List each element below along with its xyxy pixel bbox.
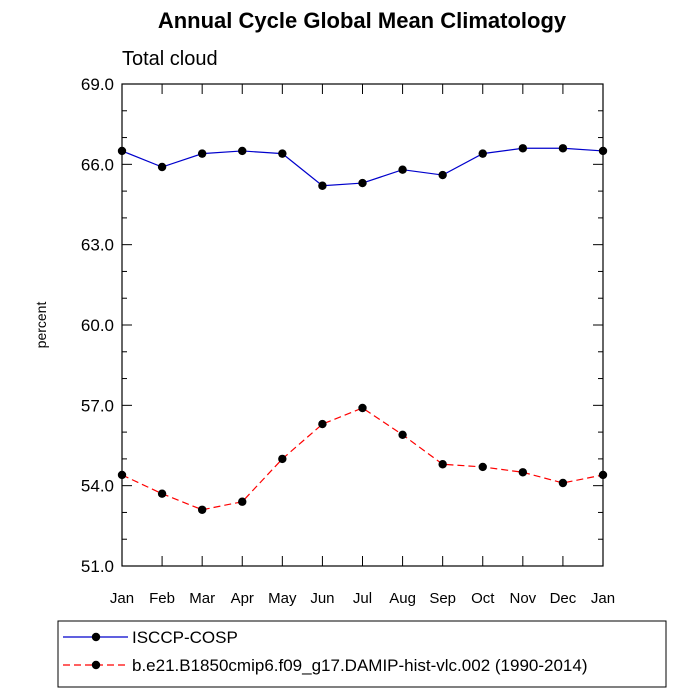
data-point	[238, 497, 247, 506]
data-point	[157, 162, 167, 172]
data-point	[558, 144, 568, 153]
data-point	[238, 146, 247, 156]
chart-title: Annual Cycle Global Mean Climatology	[157, 8, 567, 33]
x-tick-label: Jan	[110, 590, 134, 607]
y-tick-label: 63.0	[81, 236, 114, 255]
data-point	[278, 454, 287, 464]
data-point	[318, 181, 327, 190]
chart-subtitle: Total cloud	[122, 48, 218, 70]
y-tick-label: 60.0	[81, 316, 114, 335]
x-tick-label: Dec	[550, 590, 577, 607]
data-point	[478, 462, 487, 472]
y-tick-label: 57.0	[81, 396, 114, 415]
x-tick-label: Nov	[509, 590, 536, 607]
data-point	[518, 468, 528, 477]
legend-marker	[91, 632, 101, 642]
legend-label: b.e21.B1850cmip6.f09_g17.DAMIP-hist-vlc.…	[132, 656, 588, 675]
y-tick-label: 69.0	[81, 75, 114, 94]
plot-series	[117, 144, 608, 514]
data-point	[117, 470, 127, 480]
data-point	[478, 149, 487, 158]
legend-box	[57, 620, 667, 688]
x-tick-label: Sep	[429, 590, 456, 607]
data-point	[438, 170, 447, 180]
data-point	[398, 430, 407, 439]
data-point	[358, 403, 367, 413]
y-tick-label: 66.0	[81, 155, 114, 174]
data-point	[117, 146, 127, 156]
x-tick-label: Mar	[189, 590, 215, 607]
legend: ISCCP-COSP b.e21.B1850cmip6.f09_g17.DAMIP…	[57, 620, 667, 688]
data-point	[278, 149, 287, 158]
x-tick-label: Jan	[591, 590, 615, 607]
x-tick-label: Jul	[353, 590, 372, 607]
y-tick-label: 54.0	[81, 477, 114, 496]
y-tick-label: 51.0	[81, 557, 114, 576]
data-point	[518, 144, 528, 153]
data-point	[558, 478, 568, 488]
data-point	[197, 149, 207, 158]
data-point	[438, 460, 447, 469]
x-tick-label: Feb	[149, 590, 175, 607]
data-point	[598, 470, 608, 480]
x-tick-label: Jun	[310, 590, 334, 607]
x-tick-label: Apr	[231, 590, 254, 607]
series-line	[121, 407, 604, 511]
x-tick-label: May	[268, 590, 297, 607]
data-point	[398, 165, 407, 174]
x-tick-label: Aug	[389, 590, 416, 607]
y-axis-label: percent	[33, 302, 49, 349]
axes: 51.0 54.0 57.0 60.0 63.0 66.0 69.0 percent Jan Fe…	[33, 75, 615, 607]
legend-marker	[91, 660, 101, 670]
legend-label: ISCCP-COSP	[132, 628, 238, 647]
x-tick-label: Oct	[471, 590, 495, 607]
data-point	[157, 489, 167, 498]
data-point	[197, 505, 207, 514]
data-point	[358, 178, 367, 188]
data-point	[318, 419, 327, 429]
data-point	[598, 146, 608, 156]
